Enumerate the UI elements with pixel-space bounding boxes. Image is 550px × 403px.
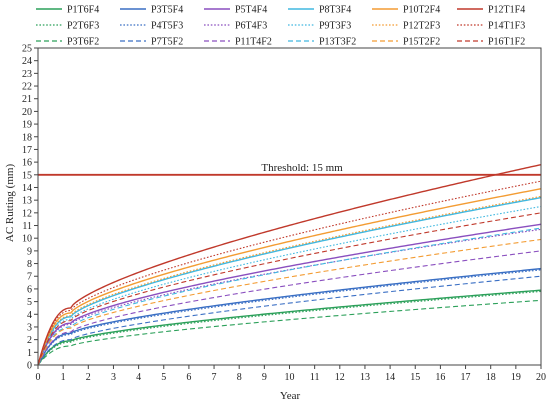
y-tick-label: 23 [22,69,32,80]
plot-area: Threshold: 15 mm [37,162,542,366]
x-tick-label: 17 [461,372,471,383]
x-tick-label: 2 [86,372,91,383]
legend-label-P7T5F2: P7T5F2 [151,37,183,48]
legend-label-P13T3F2: P13T3F2 [319,37,356,48]
x-tick-label: 6 [186,372,191,383]
legend-label-P1T6F4: P1T6F4 [67,5,99,16]
x-tick-label: 15 [410,372,420,383]
legend-label-P12T2F3: P12T2F3 [403,21,440,32]
series-line-P9T3F3 [37,205,542,366]
x-tick-label: 9 [262,372,267,383]
series-line-P3T5F4 [37,267,542,366]
series-line-P3T6F2 [37,299,542,366]
series-line-P6T4F3 [37,228,542,366]
y-axis-title: AC Rutting (mm) [4,164,16,243]
x-tick-label: 7 [212,372,217,383]
x-tick-label: 3 [111,372,116,383]
y-tick-label: 7 [27,272,32,283]
x-tick-label: 8 [237,372,242,383]
series-line-P4T5F3 [37,269,542,366]
y-tick-label: 22 [22,82,32,93]
series-line-P12T1F4 [37,163,542,366]
x-tick-label: 11 [310,372,320,383]
y-tick-label: 4 [27,310,32,321]
x-tick-label: 19 [511,372,521,383]
y-tick-label: 8 [27,259,32,270]
legend-label-P9T3F3: P9T3F3 [319,21,351,32]
series-line-P12T2F3 [37,195,542,366]
x-tick-label: 13 [360,372,370,383]
x-tick-label: 0 [36,372,41,383]
legend-label-P10T2F4: P10T2F4 [403,5,440,16]
y-tick-label: 16 [22,158,32,169]
x-tick-label: 18 [486,372,496,383]
series-line-P10T2F4 [37,188,542,366]
y-tick-label: 25 [22,44,32,55]
threshold-label: Threshold: 15 mm [261,162,343,174]
y-tick-label: 14 [22,183,32,194]
legend-label-P3T6F2: P3T6F2 [67,37,99,48]
y-tick-label: 9 [27,246,32,257]
legend-label-P5T4F4: P5T4F4 [235,5,267,16]
legend-label-P8T3F4: P8T3F4 [319,5,351,16]
series-line-P7T5F2 [37,275,542,366]
y-tick-label: 5 [27,297,32,308]
y-tick-label: 12 [22,208,32,219]
legend-label-P4T5F3: P4T5F3 [151,21,183,32]
x-tick-label: 4 [136,372,141,383]
x-axis-title: Year [280,390,301,402]
y-tick-label: 21 [22,94,32,105]
series-line-P13T3F2 [37,227,542,366]
legend-label-P6T4F3: P6T4F3 [235,21,267,32]
y-tick-label: 13 [22,196,32,207]
series-line-P14T1F3 [37,180,542,366]
plot-frame [37,47,542,366]
series-line-P11T4F2 [37,250,542,366]
legend: P1T6F4 P3T5F4 P5T4F4 P8T3F4 P10T2F4 P12T1F4 P2… [36,5,525,48]
axes: 0 1 2 3 4 5 6 7 8 9 10 11 12 13 14 15 16 17 18 19 2001234567… [22,44,546,384]
x-tick-label: 12 [335,372,345,383]
y-tick-label: 0 [27,361,32,372]
y-tick-label: 18 [22,132,32,143]
x-tick-label: 16 [435,372,445,383]
y-tick-label: 2 [27,335,32,346]
legend-label-P2T6F3: P2T6F3 [67,21,99,32]
y-tick-label: 24 [22,56,32,67]
legend-label-P12T1F4: P12T1F4 [488,5,525,16]
series-line-P16T1F2 [37,212,542,366]
x-tick-label: 20 [536,372,546,383]
series-line-P1T6F4 [37,289,542,366]
series-line-P5T4F4 [37,223,542,366]
legend-label-P15T2F2: P15T2F2 [403,37,440,48]
y-tick-label: 10 [22,234,32,245]
y-tick-label: 15 [22,170,32,181]
x-tick-label: 5 [161,372,166,383]
y-tick-label: 20 [22,107,32,118]
y-tick-label: 17 [22,145,32,156]
series-line-P2T6F3 [37,290,542,366]
legend-label-P16T1F2: P16T1F2 [488,37,525,48]
x-tick-label: 14 [385,372,395,383]
series-line-P15T2F2 [37,238,542,366]
x-tick-label: 1 [61,372,66,383]
x-tick-label: 10 [285,372,295,383]
legend-label-P14T1F3: P14T1F3 [488,21,525,32]
series-line-P8T3F4 [37,196,542,366]
legend-label-P3T5F4: P3T5F4 [151,5,183,16]
y-tick-label: 11 [22,221,32,232]
y-tick-label: 6 [27,284,32,295]
y-tick-label: 1 [27,348,32,359]
y-tick-label: 3 [27,322,32,333]
y-tick-label: 19 [22,120,32,131]
legend-label-P11T4F2: P11T4F2 [235,37,272,48]
